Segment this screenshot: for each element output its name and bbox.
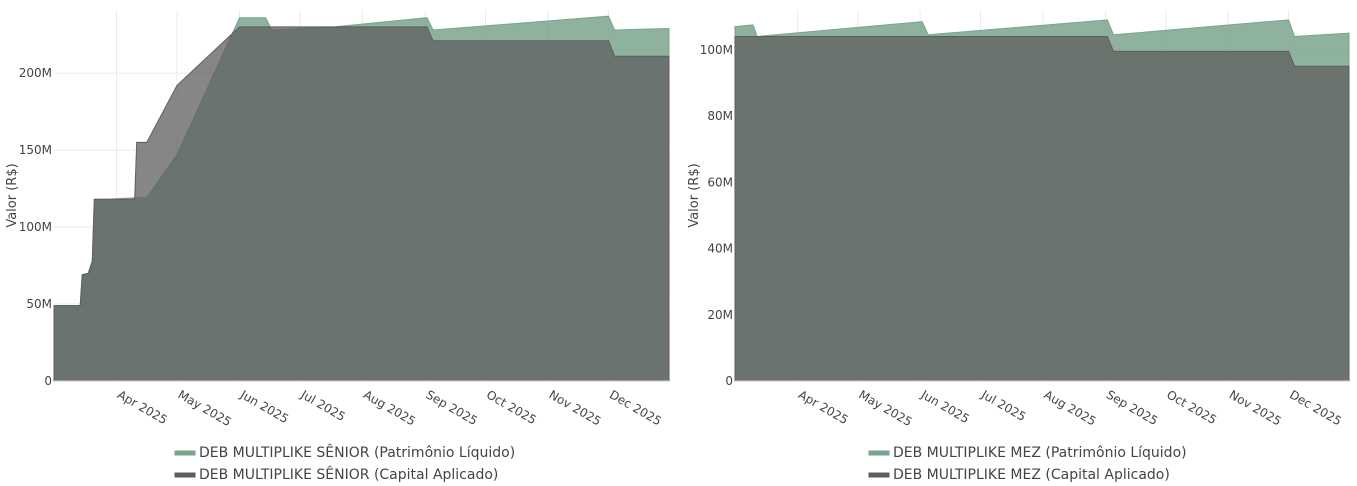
x-tick-label: May 2025 <box>856 387 914 429</box>
legend-swatch-1 <box>868 450 890 456</box>
y-axis-label: Valor (R$) <box>687 163 702 227</box>
x-tick-label: Aug 2025 <box>1042 387 1099 428</box>
legend-label-2: DEB MULTIPLIKE SÊNIOR (Capital Aplicado) <box>199 465 498 483</box>
y-tick-label: 20M <box>707 308 733 322</box>
x-tick-label: Jul 2025 <box>298 387 348 424</box>
chart-1: 0 50M 100M 150M 200M Apr 2025 May 2025 Jun 2025… <box>5 10 670 483</box>
series-area-2 <box>734 36 1350 382</box>
y-tick-label: 100M <box>19 220 52 234</box>
y-tick-label: 200M <box>19 66 52 80</box>
y-tick-label: 0 <box>725 374 733 388</box>
x-tick-label: Dec 2025 <box>1287 387 1344 428</box>
legend-label-1: DEB MULTIPLIKE SÊNIOR (Patrimônio Líquid… <box>199 443 515 461</box>
x-tick-label: Jun 2025 <box>918 387 972 426</box>
x-tick-label: Jun 2025 <box>237 387 291 426</box>
y-tick-label: 40M <box>707 242 733 256</box>
x-tick-label: Jul 2025 <box>978 387 1028 424</box>
legend-label-1: DEB MULTIPLIKE MEZ (Patrimônio Líquido) <box>893 445 1187 461</box>
x-tick-label: May 2025 <box>176 387 234 429</box>
y-tick-label: 80M <box>707 109 733 123</box>
x-tick-label: Apr 2025 <box>796 387 851 427</box>
y-tick-label: 60M <box>707 175 733 189</box>
x-tick-label: Oct 2025 <box>484 387 539 427</box>
y-tick-label: 50M <box>26 297 52 311</box>
x-tick-label: Aug 2025 <box>361 387 418 428</box>
x-tick-label: Sep 2025 <box>1104 387 1160 428</box>
chart-2: 0 20M 40M 60M 80M 100M Apr 2025 May 2025 Jun 202… <box>687 10 1350 483</box>
x-tick-label: Nov 2025 <box>547 387 604 428</box>
legend-swatch-2 <box>868 472 890 478</box>
legend-label-2: DEB MULTIPLIKE MEZ (Capital Aplicado) <box>893 467 1170 483</box>
y-tick-label: 100M <box>700 43 733 57</box>
y-tick-label: 150M <box>19 143 52 157</box>
y-tick-label: 0 <box>44 374 52 388</box>
legend-swatch-1 <box>174 450 196 456</box>
x-tick-label: Oct 2025 <box>1164 387 1219 427</box>
x-tick-label: Nov 2025 <box>1227 387 1284 428</box>
y-axis-label: Valor (R$) <box>5 163 20 227</box>
series-area-2 <box>53 26 670 382</box>
x-tick-label: Dec 2025 <box>607 387 664 428</box>
x-tick-label: Sep 2025 <box>424 387 480 428</box>
legend-swatch-2 <box>174 472 196 478</box>
x-tick-label: Apr 2025 <box>115 387 170 427</box>
